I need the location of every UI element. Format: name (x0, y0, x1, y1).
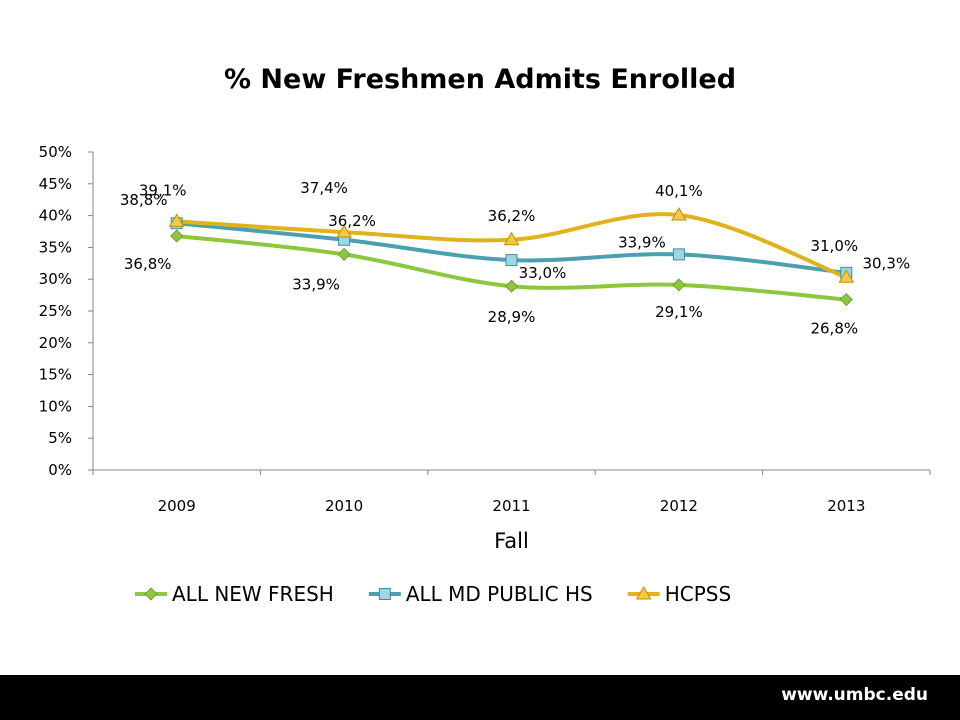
legend-marker-all-md-public-hs (378, 588, 391, 600)
data-label-hcpss: 37,4% (300, 179, 348, 197)
data-label-hcpss: 39,1% (139, 181, 187, 199)
data-point-hcpss (336, 224, 352, 238)
legend-label-all-md-public-hs: ALL MD PUBLIC HS (406, 582, 593, 606)
x-tick-label: 2011 (492, 497, 530, 515)
data-point-all-md-public-hs (505, 254, 518, 267)
x-tick-label: 2012 (660, 497, 698, 515)
data-label-all-new-fresh: 28,9% (488, 308, 536, 326)
data-label-hcpss: 40,1% (655, 182, 703, 200)
legend-marker-all-new-fresh (144, 587, 158, 601)
data-point-all-md-public-hs (672, 248, 685, 261)
data-label-all-new-fresh: 33,9% (292, 275, 340, 293)
chart-title: % New Freshmen Admits Enrolled (223, 64, 737, 95)
data-point-all-new-fresh (839, 292, 853, 307)
data-point-hcpss (838, 269, 855, 283)
y-tick-label: 5% (48, 429, 72, 447)
data-label-all-new-fresh: 26,8% (810, 320, 858, 338)
data-label-hcpss: 30,3% (862, 254, 910, 272)
data-point-hcpss (671, 206, 687, 221)
footer-bar: www.umbc.edu (0, 675, 960, 720)
data-point-hcpss (503, 231, 520, 246)
x-tick-label: 2009 (158, 497, 196, 515)
line-chart: 0% 5% 10% 15% 20% 25% 30% 35% 40% 45% 50% 2009 2010 2… (39, 143, 931, 606)
y-tick-label: 30% (39, 270, 72, 288)
data-point-hcpss (168, 213, 185, 227)
footer-url: www.umbc.edu (781, 685, 928, 705)
x-tick-label: 2013 (827, 497, 865, 515)
data-label-all-md-public-hs: 33,0% (519, 264, 567, 282)
y-tick-label: 50% (39, 143, 72, 161)
y-tick-label: 40% (39, 207, 72, 225)
data-label-hcpss: 36,2% (488, 207, 536, 225)
y-tick-label: 45% (39, 175, 72, 193)
legend-label-all-new-fresh: ALL NEW FRESH (172, 582, 334, 606)
y-tick-label: 35% (39, 238, 72, 256)
x-tick-label: 2010 (325, 497, 363, 515)
legend-marker-hcpss (635, 586, 652, 600)
data-label-all-md-public-hs: 31,0% (810, 237, 858, 255)
data-label-all-md-public-hs: 38,8% (120, 191, 168, 209)
y-tick-label: 20% (39, 334, 72, 352)
data-point-all-new-fresh (337, 247, 351, 261)
data-point-all-new-fresh (672, 278, 686, 292)
y-tick-label: 0% (48, 461, 72, 479)
y-tick-label: 10% (39, 397, 72, 415)
data-point-all-new-fresh (170, 229, 184, 243)
data-label-all-new-fresh: 29,1% (655, 303, 703, 321)
data-label-all-new-fresh: 36,8% (124, 255, 172, 273)
y-tick-label: 15% (39, 366, 72, 384)
data-label-all-md-public-hs: 33,9% (618, 233, 666, 251)
data-label-all-md-public-hs: 36,2% (328, 212, 376, 230)
x-axis-title: Fall (494, 529, 529, 553)
y-tick-label: 25% (39, 302, 72, 320)
legend-label-hcpss: HCPSS (665, 582, 731, 606)
data-point-all-new-fresh (504, 279, 519, 293)
